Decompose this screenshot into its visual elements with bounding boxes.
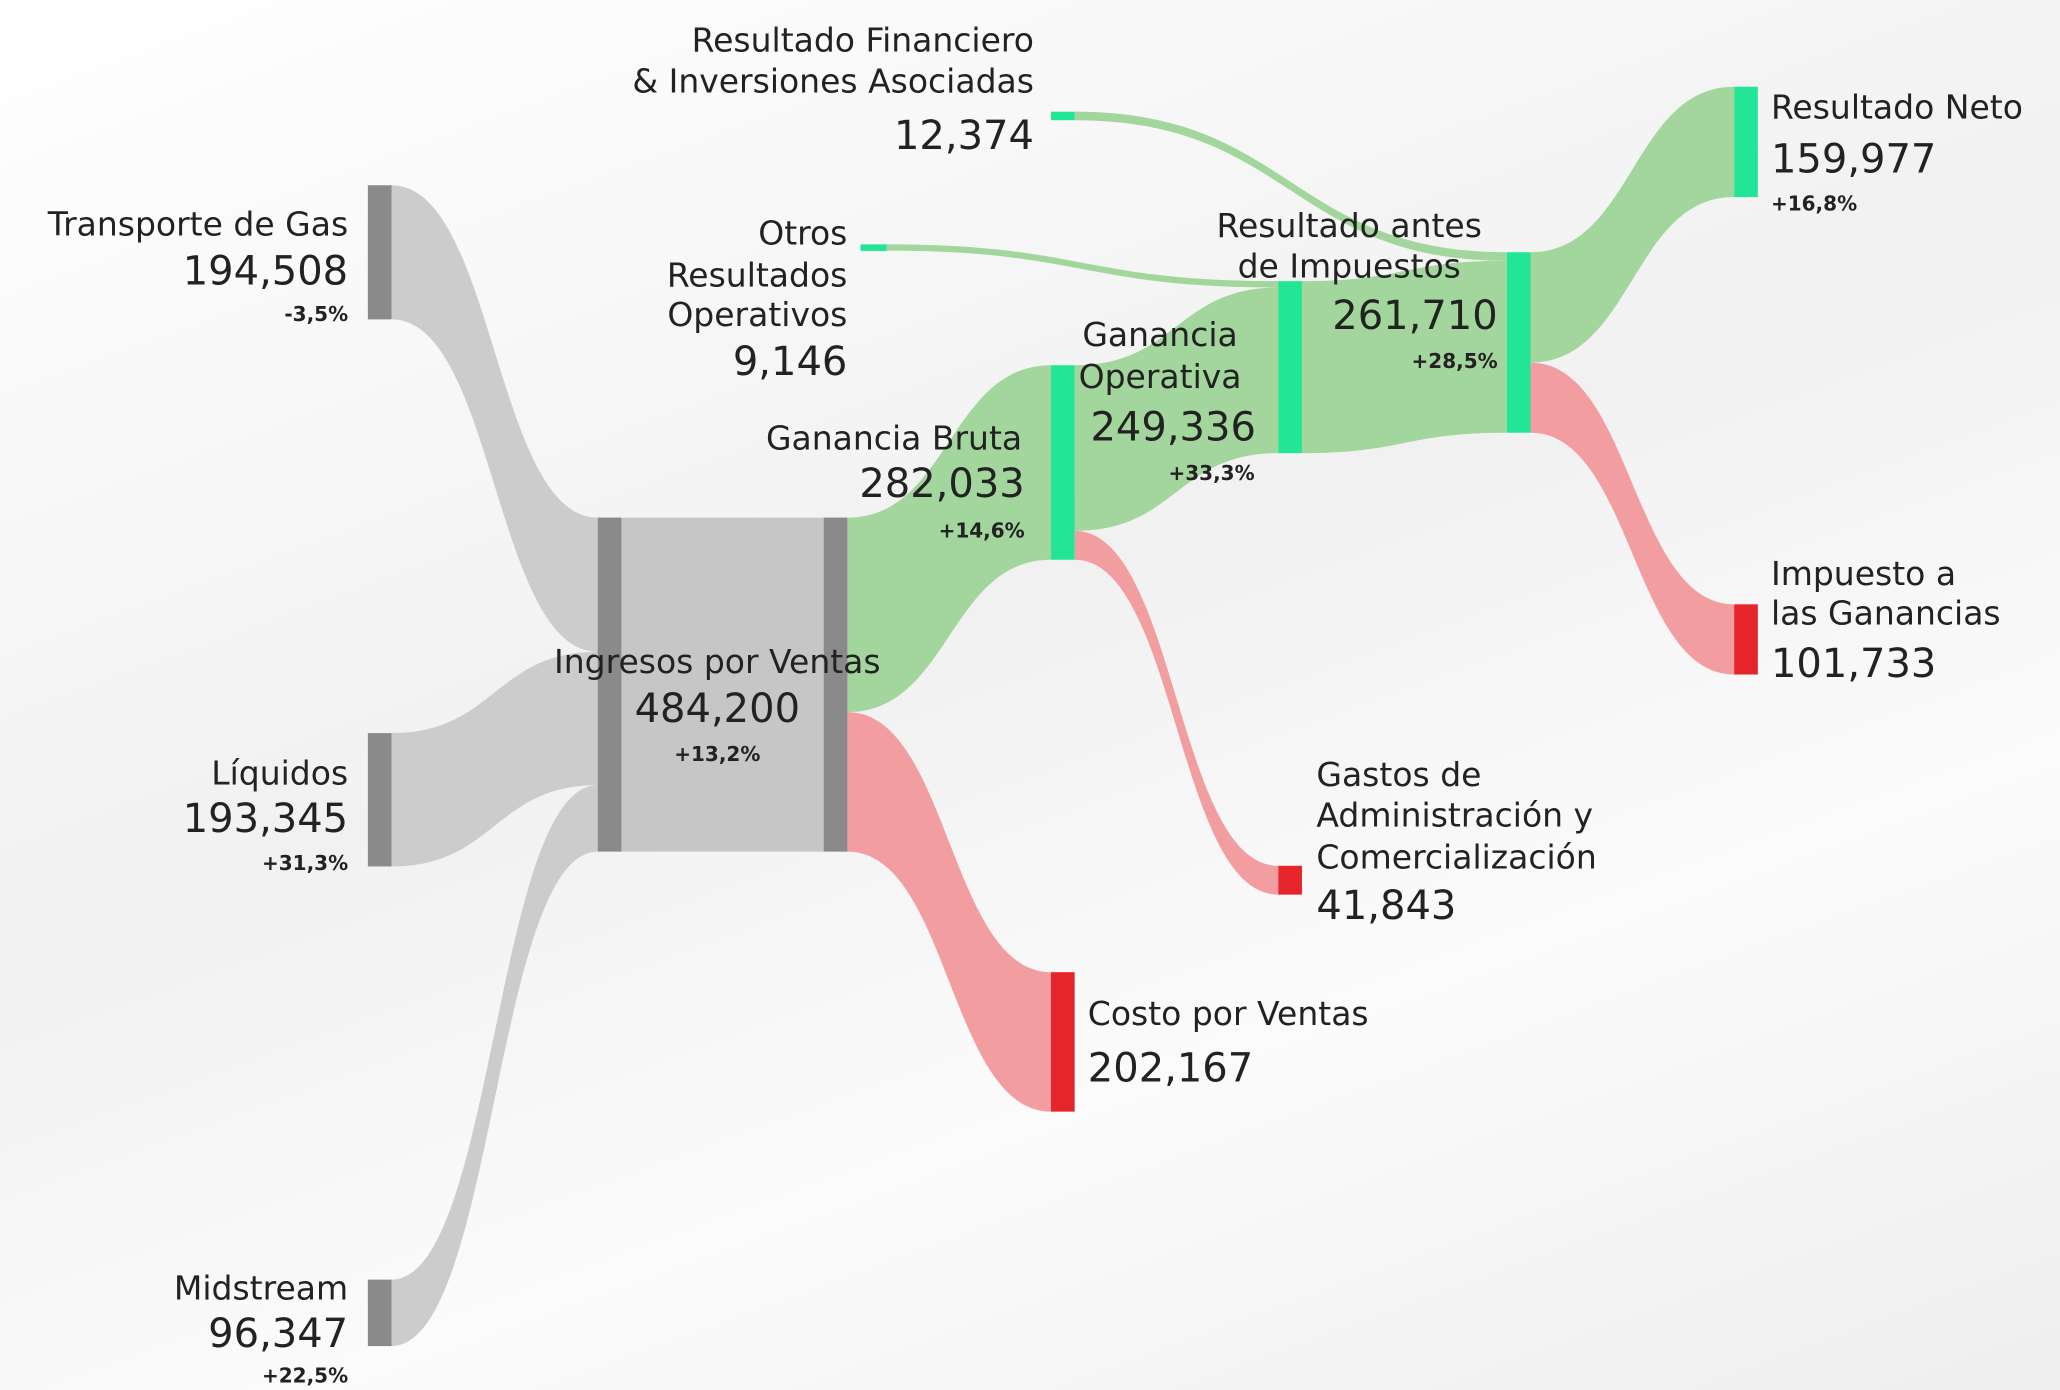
node-name: Operativa (1079, 357, 1242, 396)
node-bar (367, 1279, 392, 1347)
node-value: 193,345 (183, 796, 348, 842)
node-name: Otros (758, 214, 847, 253)
node-name: Administración y (1316, 796, 1593, 835)
node-bar (1051, 972, 1075, 1112)
labels: Transporte de Gas 194,508 -3,5% Líquidos193… (47, 21, 2023, 1388)
node-name: de Impuestos (1238, 247, 1461, 286)
node-name: Costo por Ventas (1088, 994, 1369, 1033)
node-bar (823, 517, 848, 852)
node-change: +16,8% (1771, 191, 1857, 215)
node-bar (367, 733, 392, 867)
node-name: Ganancia (1082, 315, 1237, 354)
flow (1074, 530, 1279, 895)
links (391, 86, 1735, 1347)
node-name: Resultado Neto (1771, 88, 2023, 127)
flow (1530, 86, 1735, 363)
node-value: 101,733 (1771, 641, 1936, 687)
node-name: Ganancia Bruta (766, 419, 1022, 458)
node-name: Resultado Financiero (692, 21, 1034, 60)
nodes (367, 86, 1758, 1347)
node-box (597, 517, 848, 852)
node-bar (367, 185, 392, 320)
node-name: Transporte de Gas (47, 204, 348, 243)
node-bar (1506, 252, 1531, 433)
node-value: 41,843 (1316, 883, 1456, 929)
node-bar (597, 517, 622, 852)
node-change: -3,5% (284, 302, 348, 326)
node-bar (1051, 111, 1075, 121)
node-name: Ingresos por Ventas (554, 642, 881, 681)
flow (847, 365, 1052, 713)
node-change: +33,3% (1168, 461, 1254, 485)
node-name: Impuesto a (1771, 554, 1956, 593)
node-value: 261,710 (1332, 293, 1497, 339)
node-change: +28,5% (1412, 349, 1498, 373)
node-name: Midstream (174, 1269, 348, 1308)
flow (886, 244, 1279, 288)
flow (391, 785, 598, 1347)
node-change: +31,3% (262, 851, 348, 875)
node-bar (1734, 86, 1758, 198)
node-value: 9,146 (733, 339, 848, 385)
flow (847, 712, 1052, 1112)
flow (391, 651, 598, 867)
node-change: +22,5% (262, 1363, 348, 1387)
node-bar (860, 244, 887, 251)
node-value: 282,033 (859, 461, 1024, 507)
node-name: Resultado antes (1217, 206, 1482, 245)
node-value: 194,508 (183, 248, 348, 294)
node-name: & Inversiones Asociadas (632, 61, 1034, 100)
node-bar (1734, 604, 1758, 675)
node-name: Resultados (667, 256, 848, 295)
node-value: 12,374 (894, 113, 1034, 159)
node-name: Líquidos (211, 754, 348, 793)
flow (1530, 362, 1735, 675)
node-bar (1278, 281, 1302, 454)
node-value: 96,347 (208, 1311, 348, 1357)
flow (1074, 287, 1279, 531)
node-bar (1278, 865, 1302, 895)
node-change: +13,2% (674, 742, 760, 766)
node-value: 249,336 (1090, 405, 1255, 451)
node-change: +14,6% (939, 519, 1025, 543)
node-value: 484,200 (635, 686, 800, 732)
node-value: 159,977 (1771, 137, 1936, 183)
flow (1074, 111, 1507, 261)
node-value: 202,167 (1088, 1046, 1253, 1092)
node-name: Comercialización (1316, 838, 1596, 877)
node-bar (1051, 365, 1075, 560)
node-name: Gastos de (1316, 755, 1481, 794)
node-name: las Ganancias (1771, 593, 2001, 632)
flow (391, 185, 598, 652)
flow (1301, 260, 1507, 454)
node-name: Operativos (667, 295, 847, 334)
